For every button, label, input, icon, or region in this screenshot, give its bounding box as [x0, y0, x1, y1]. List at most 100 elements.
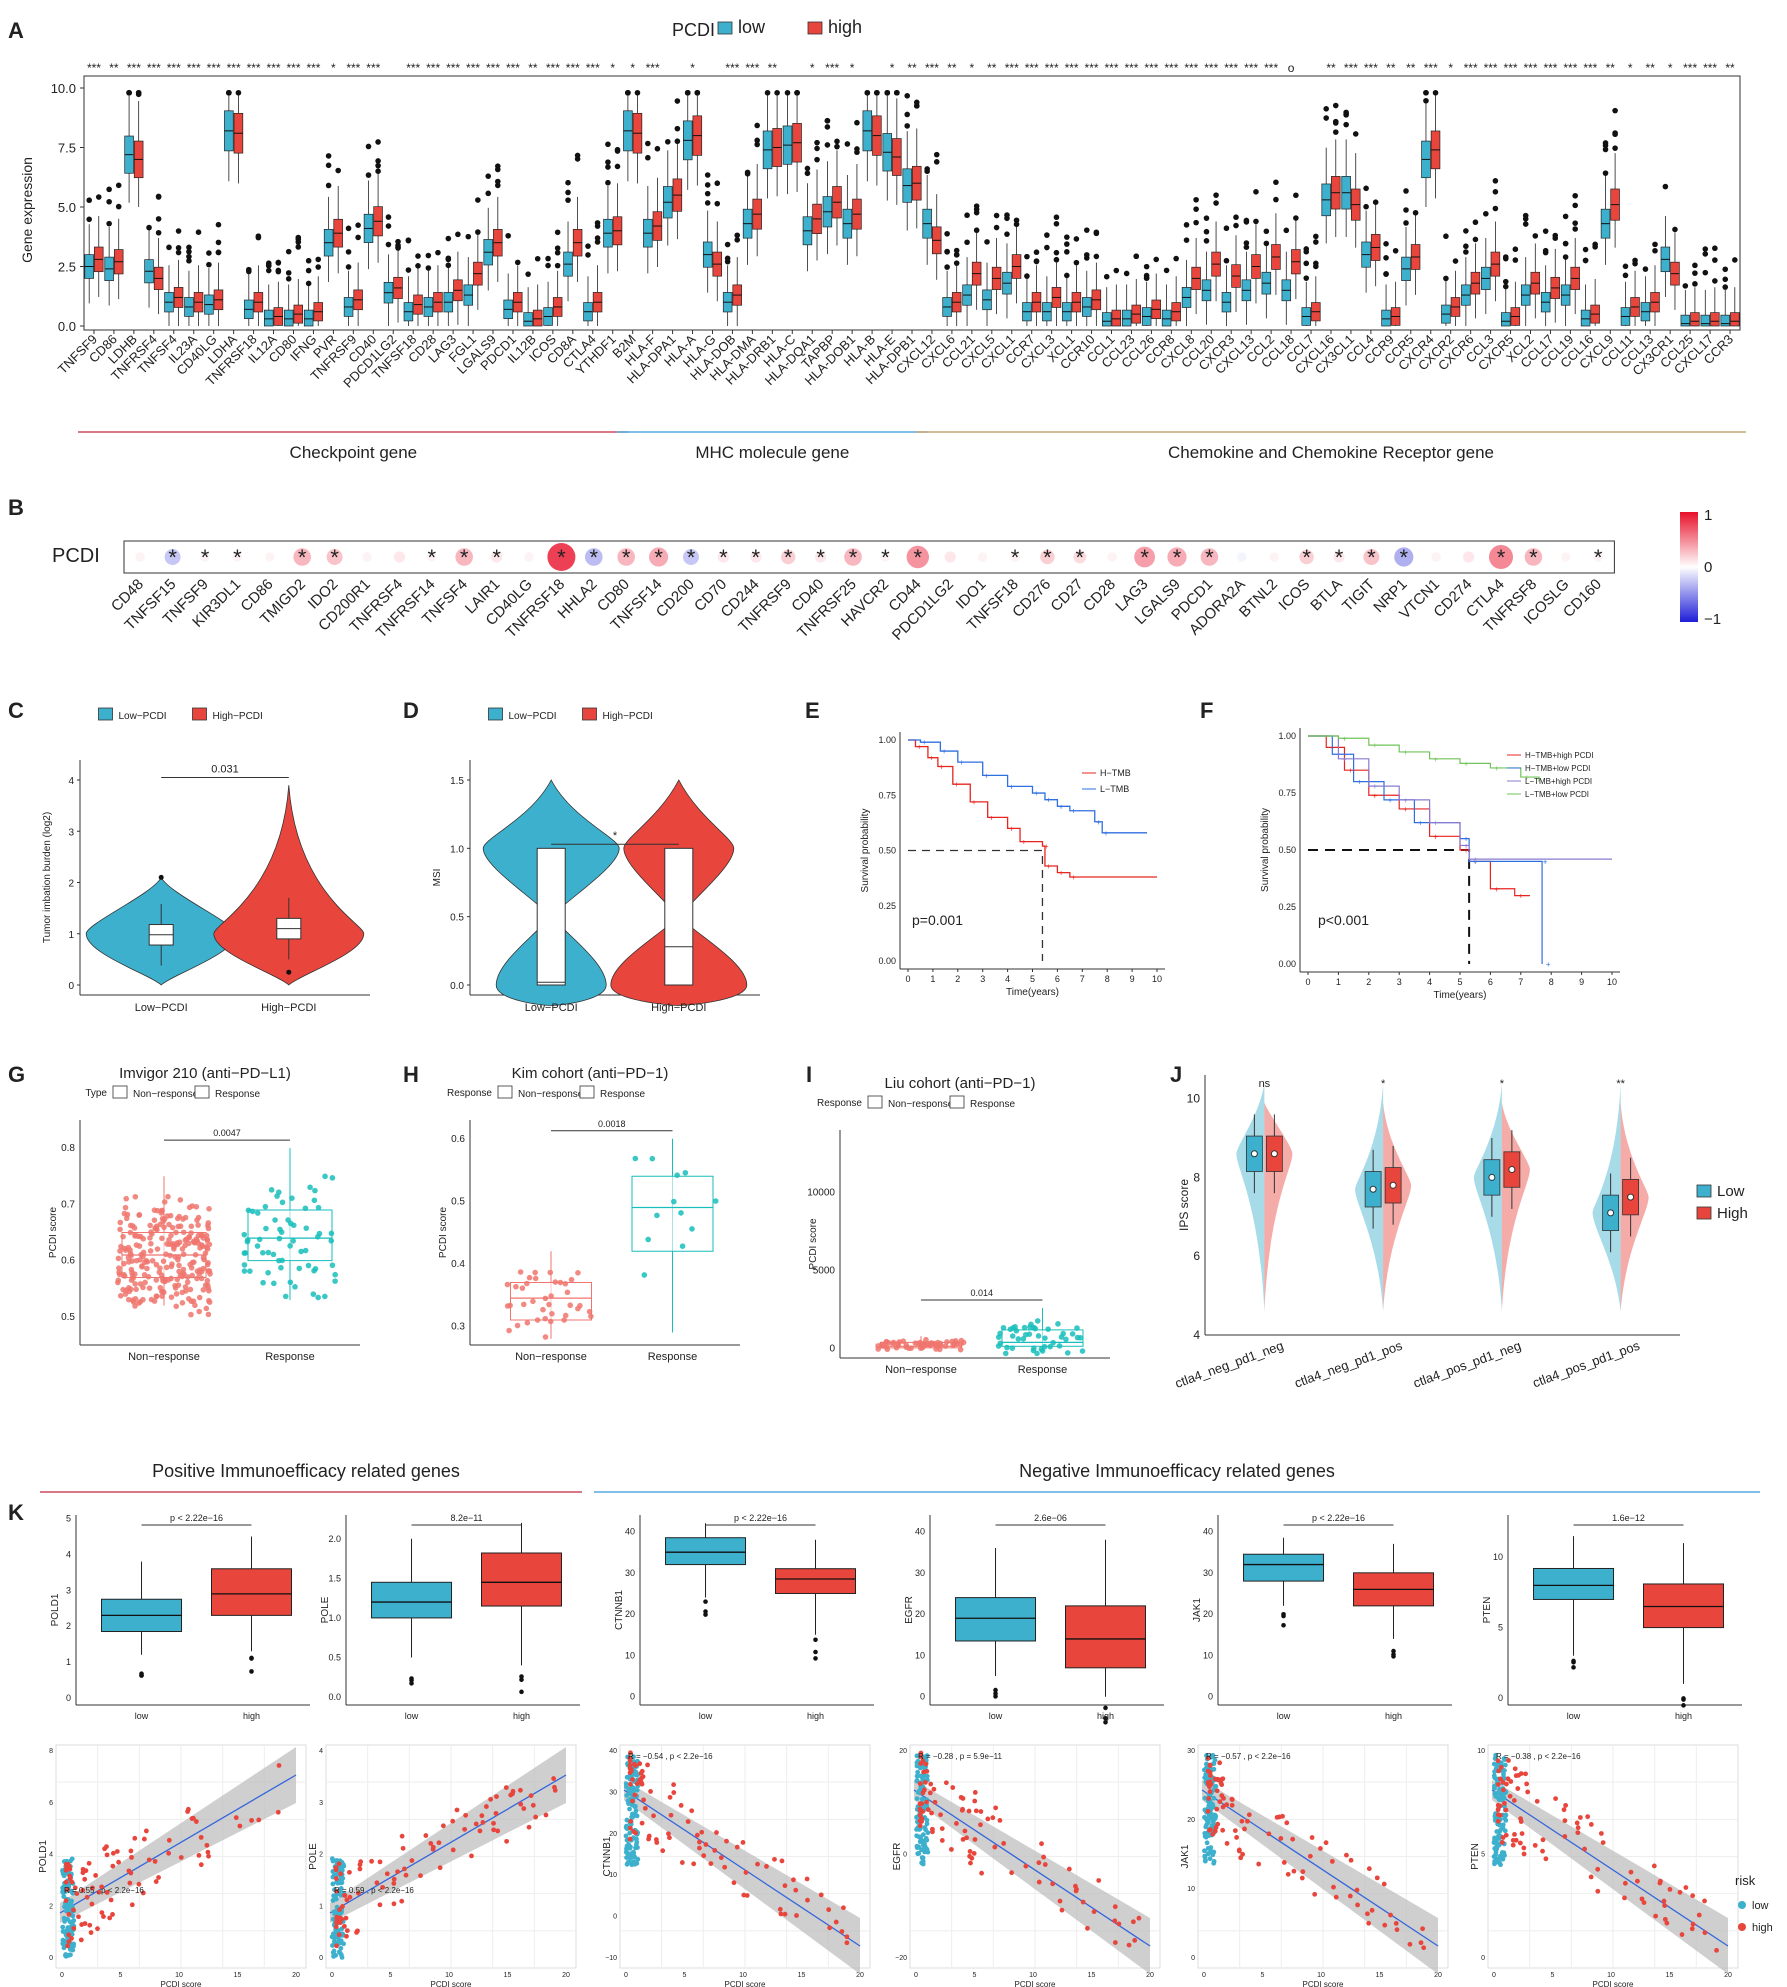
star-mark: *: [1076, 545, 1085, 570]
censor-mark: +: [954, 780, 959, 789]
km-curve: [1308, 735, 1540, 782]
outlier-point: [1303, 246, 1310, 252]
scatter-point-high: [920, 1758, 926, 1764]
outlier-point: [514, 259, 521, 266]
x-tick-label: high: [513, 1711, 530, 1721]
outlier-point: [724, 241, 731, 248]
significance-label: *: [1500, 1078, 1505, 1090]
scatter-point-high: [1639, 1896, 1645, 1902]
significance-label: ***: [147, 61, 161, 75]
data-point: [1000, 1324, 1007, 1331]
censor-mark: +: [1046, 862, 1051, 871]
legend-high-dot: [1738, 1923, 1746, 1931]
scatter-point-high: [99, 1910, 105, 1915]
scatter-point-high: [543, 1812, 549, 1818]
data-point: [883, 1339, 890, 1345]
outlier-point: [166, 244, 172, 251]
data-point: [153, 1293, 160, 1300]
data-point: [132, 1281, 138, 1287]
significance-label: **: [528, 61, 538, 75]
x-tick-label: 1: [930, 974, 935, 984]
outlier-point: [435, 249, 441, 256]
outlier-point: [1073, 259, 1080, 266]
scatter-point-high: [648, 1789, 653, 1794]
outlier-point: [1702, 246, 1709, 252]
scatter-point-high: [1702, 1930, 1708, 1936]
data-point: [169, 1261, 175, 1267]
data-point: [532, 1275, 539, 1282]
x-tick-label: ctla4_neg_pd1_pos: [1292, 1338, 1404, 1391]
scatter-point-high: [1595, 1866, 1601, 1872]
scatter-point-high: [104, 1890, 110, 1895]
scatter-point-high: [1224, 1802, 1230, 1808]
km-curve: [1308, 735, 1612, 860]
scatter-point-high: [418, 1873, 423, 1879]
data-point: [262, 1203, 269, 1210]
scatter-point-high: [921, 1769, 926, 1775]
panel-letter-C: C: [8, 698, 24, 723]
y-tick-label: 0.6: [61, 1256, 75, 1267]
scatter-point-high: [1598, 1831, 1604, 1836]
outlier-point: [1323, 115, 1329, 121]
data-point: [649, 1155, 656, 1162]
scatter-point-high: [1574, 1820, 1580, 1826]
scatter-point-high: [256, 1817, 262, 1823]
scatter-point-high: [1220, 1827, 1226, 1833]
scatter-y-tick: 20: [899, 1748, 907, 1755]
outlier-point: [933, 151, 940, 158]
data-point: [1055, 1321, 1061, 1327]
censor-mark: +: [917, 743, 922, 752]
outlier-point: [415, 263, 421, 269]
outlier-point: [519, 1689, 524, 1695]
pvalue-label: p=0.001: [912, 912, 963, 928]
star-mark: *: [849, 545, 858, 570]
scatter-point-high: [342, 1892, 347, 1898]
outlier-point: [1253, 218, 1259, 225]
outlier-point: [1602, 146, 1609, 153]
censor-mark: +: [1046, 796, 1051, 805]
scatter-point-high: [667, 1835, 672, 1841]
outlier-point: [155, 216, 162, 222]
y-tick-label: 10: [1203, 1650, 1213, 1660]
scatter-point-high: [1543, 1856, 1549, 1862]
scatter-point-low: [61, 1894, 67, 1900]
box-low: [371, 1581, 453, 1619]
outlier-point: [1143, 272, 1150, 279]
censor-mark: +: [1464, 841, 1469, 850]
outlier-point: [824, 117, 831, 124]
scatter-point-high: [344, 1933, 349, 1939]
significance-label: *: [1448, 61, 1453, 75]
scatter-point-low: [914, 1796, 920, 1802]
data-point: [137, 1299, 143, 1305]
outlier-point: [1293, 215, 1299, 221]
scatter-point-low: [1492, 1785, 1497, 1791]
heatmap-cell-TNFSF4: [455, 548, 474, 566]
data-point: [332, 1278, 338, 1284]
x-tick-label: 10: [1152, 974, 1162, 984]
outlier-point: [1273, 196, 1279, 203]
scatter-point-high: [93, 1873, 99, 1878]
censor-mark: +: [1034, 789, 1039, 798]
outlier-point: [714, 200, 721, 207]
data-point: [133, 1286, 139, 1293]
scatter-point-high: [1207, 1762, 1213, 1768]
scatter-point-low: [914, 1773, 920, 1779]
outlier-point: [704, 172, 711, 178]
scatter-point-low: [338, 1945, 344, 1951]
data-point: [287, 1243, 293, 1249]
outlier-point: [744, 169, 751, 176]
legend-non-response-label: Non−response: [888, 1099, 954, 1110]
star-mark: *: [1594, 545, 1603, 570]
x-tick-label: low: [135, 1711, 149, 1721]
scatter-x-tick: 20: [1724, 1972, 1732, 1979]
scatter-point-high: [632, 1761, 637, 1767]
outlier-point: [1692, 281, 1698, 287]
data-point: [931, 1341, 938, 1348]
scatter-point-low: [1502, 1828, 1508, 1834]
outlier-point: [814, 156, 820, 163]
scatter-point-high: [1256, 1861, 1262, 1867]
y-axis-label: PCDI score: [48, 1207, 59, 1259]
scatter-point-high: [1661, 1898, 1667, 1904]
censor-mark: +: [1009, 782, 1014, 791]
